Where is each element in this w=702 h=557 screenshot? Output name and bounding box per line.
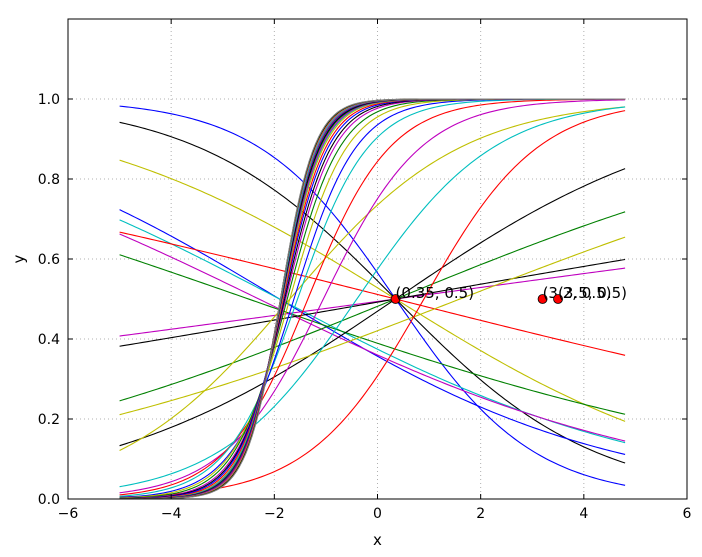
series-line-1	[119, 105, 626, 486]
series-line-9	[119, 267, 626, 337]
point-marker-1	[390, 294, 401, 304]
point-label-3: (3.5, 0.5)	[558, 284, 627, 302]
x-tick-label: −6	[58, 506, 79, 522]
points-group: (0.35, 0.5) (3.2, 0.5)(3.5, 0.5)	[390, 284, 627, 304]
ticks: −6 −4 −2 0 2 4 6 0.0 0.2 0.4 0.6 0.8 1.0	[38, 19, 692, 522]
point-marker-2	[537, 294, 548, 304]
plot-area: (0.35, 0.5) (3.2, 0.5)(3.5, 0.5)	[119, 98, 627, 499]
x-tick-label: −4	[161, 506, 182, 522]
y-tick-label: 0.6	[38, 252, 60, 268]
point-label-1: (0.35, 0.5)	[396, 284, 475, 302]
x-tick-label: 0	[373, 506, 382, 522]
y-tick-label: 0.4	[38, 332, 60, 348]
point-marker-3	[553, 294, 563, 304]
series-line-6	[119, 231, 626, 356]
series-line-8	[119, 254, 626, 415]
x-tick-label: 6	[683, 506, 692, 522]
series-line-17	[119, 99, 626, 494]
y-axis-label: y	[10, 254, 28, 263]
x-tick-label: −2	[264, 506, 285, 522]
series-line-4	[119, 209, 626, 455]
x-axis-label: x	[373, 531, 382, 549]
y-tick-label: 0.0	[38, 492, 60, 508]
series-line-16	[119, 106, 626, 488]
series-group	[119, 98, 626, 499]
series-line-11	[119, 211, 626, 402]
y-tick-label: 1.0	[38, 92, 60, 108]
y-tick-label: 0.8	[38, 172, 60, 188]
series-line-10	[119, 258, 626, 347]
x-tick-label: 4	[579, 506, 588, 522]
series-line-12	[119, 168, 626, 447]
series-line-3	[119, 159, 626, 422]
series-line-7	[119, 233, 626, 442]
y-tick-label: 0.2	[38, 412, 60, 428]
series-line-18	[119, 98, 626, 496]
x-tick-label: 2	[476, 506, 485, 522]
series-line-38	[119, 98, 626, 499]
series-line-14	[119, 106, 626, 451]
